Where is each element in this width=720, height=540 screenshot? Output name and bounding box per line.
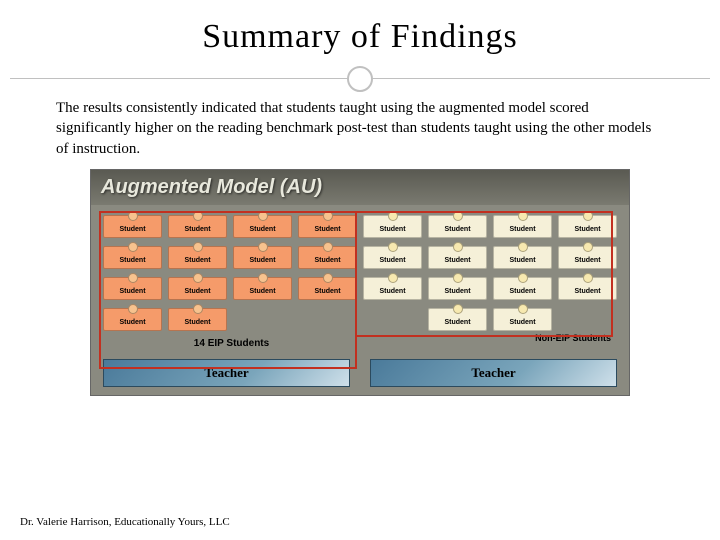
student-cell: Student xyxy=(168,277,227,300)
diagram-title: Augmented Model (AU) xyxy=(101,176,322,198)
teacher-row: Teacher Teacher xyxy=(91,359,629,395)
student-cell: Student xyxy=(363,215,422,238)
student-cell: Student xyxy=(298,215,357,238)
student-cell: Student xyxy=(558,246,617,269)
student-cell: Student xyxy=(298,246,357,269)
student-cell: Student xyxy=(493,246,552,269)
augmented-model-diagram: Augmented Model (AU) StudentStudentStude… xyxy=(90,169,630,396)
student-cell: Student xyxy=(233,215,292,238)
student-cell: Student xyxy=(103,246,162,269)
student-cell: Student xyxy=(493,308,552,331)
student-cell: Student xyxy=(493,277,552,300)
student-cell: Student xyxy=(493,215,552,238)
student-cell: Student xyxy=(103,308,162,331)
student-cell: Student xyxy=(428,246,487,269)
student-cell: Student xyxy=(363,277,422,300)
diagram-header: Augmented Model (AU) xyxy=(91,170,629,205)
diagram-body: StudentStudentStudentStudentStudentStude… xyxy=(91,205,629,359)
teacher-left: Teacher xyxy=(103,359,350,387)
student-row: Student Student Student Student Student Stude… xyxy=(103,246,617,269)
student-cell: Student xyxy=(428,308,487,331)
footer-credit: Dr. Valerie Harrison, Educationally Your… xyxy=(20,516,230,528)
student-cell: Student xyxy=(168,308,227,331)
student-cell: Student xyxy=(558,277,617,300)
student-row: Student Student Student Student xyxy=(103,308,617,331)
student-cell: Student xyxy=(233,277,292,300)
student-row: Student Student Student Student Student Stude… xyxy=(103,277,617,300)
student-cell: Student xyxy=(428,215,487,238)
student-cell: Student xyxy=(298,277,357,300)
student-cell: Student xyxy=(363,246,422,269)
labels-row: 14 EIP Students Non-EIP Students xyxy=(103,333,617,351)
page-title: Summary of Findings xyxy=(0,0,720,64)
student-cell: Student xyxy=(558,215,617,238)
student-cell: Student xyxy=(103,277,162,300)
student-cell: Student xyxy=(168,246,227,269)
noneip-label: Non-EIP Students xyxy=(360,333,617,343)
title-divider xyxy=(0,64,720,94)
body-paragraph: The results consistently indicated that … xyxy=(0,94,720,169)
student-cell: Student xyxy=(428,277,487,300)
teacher-right: Teacher xyxy=(370,359,617,387)
student-cell: Student xyxy=(168,215,227,238)
student-cell: Student xyxy=(103,215,162,238)
student-row: Student Student Student Student Student Stude… xyxy=(103,215,617,238)
student-cell: Student xyxy=(233,246,292,269)
eip-label: 14 EIP Students xyxy=(194,338,269,349)
